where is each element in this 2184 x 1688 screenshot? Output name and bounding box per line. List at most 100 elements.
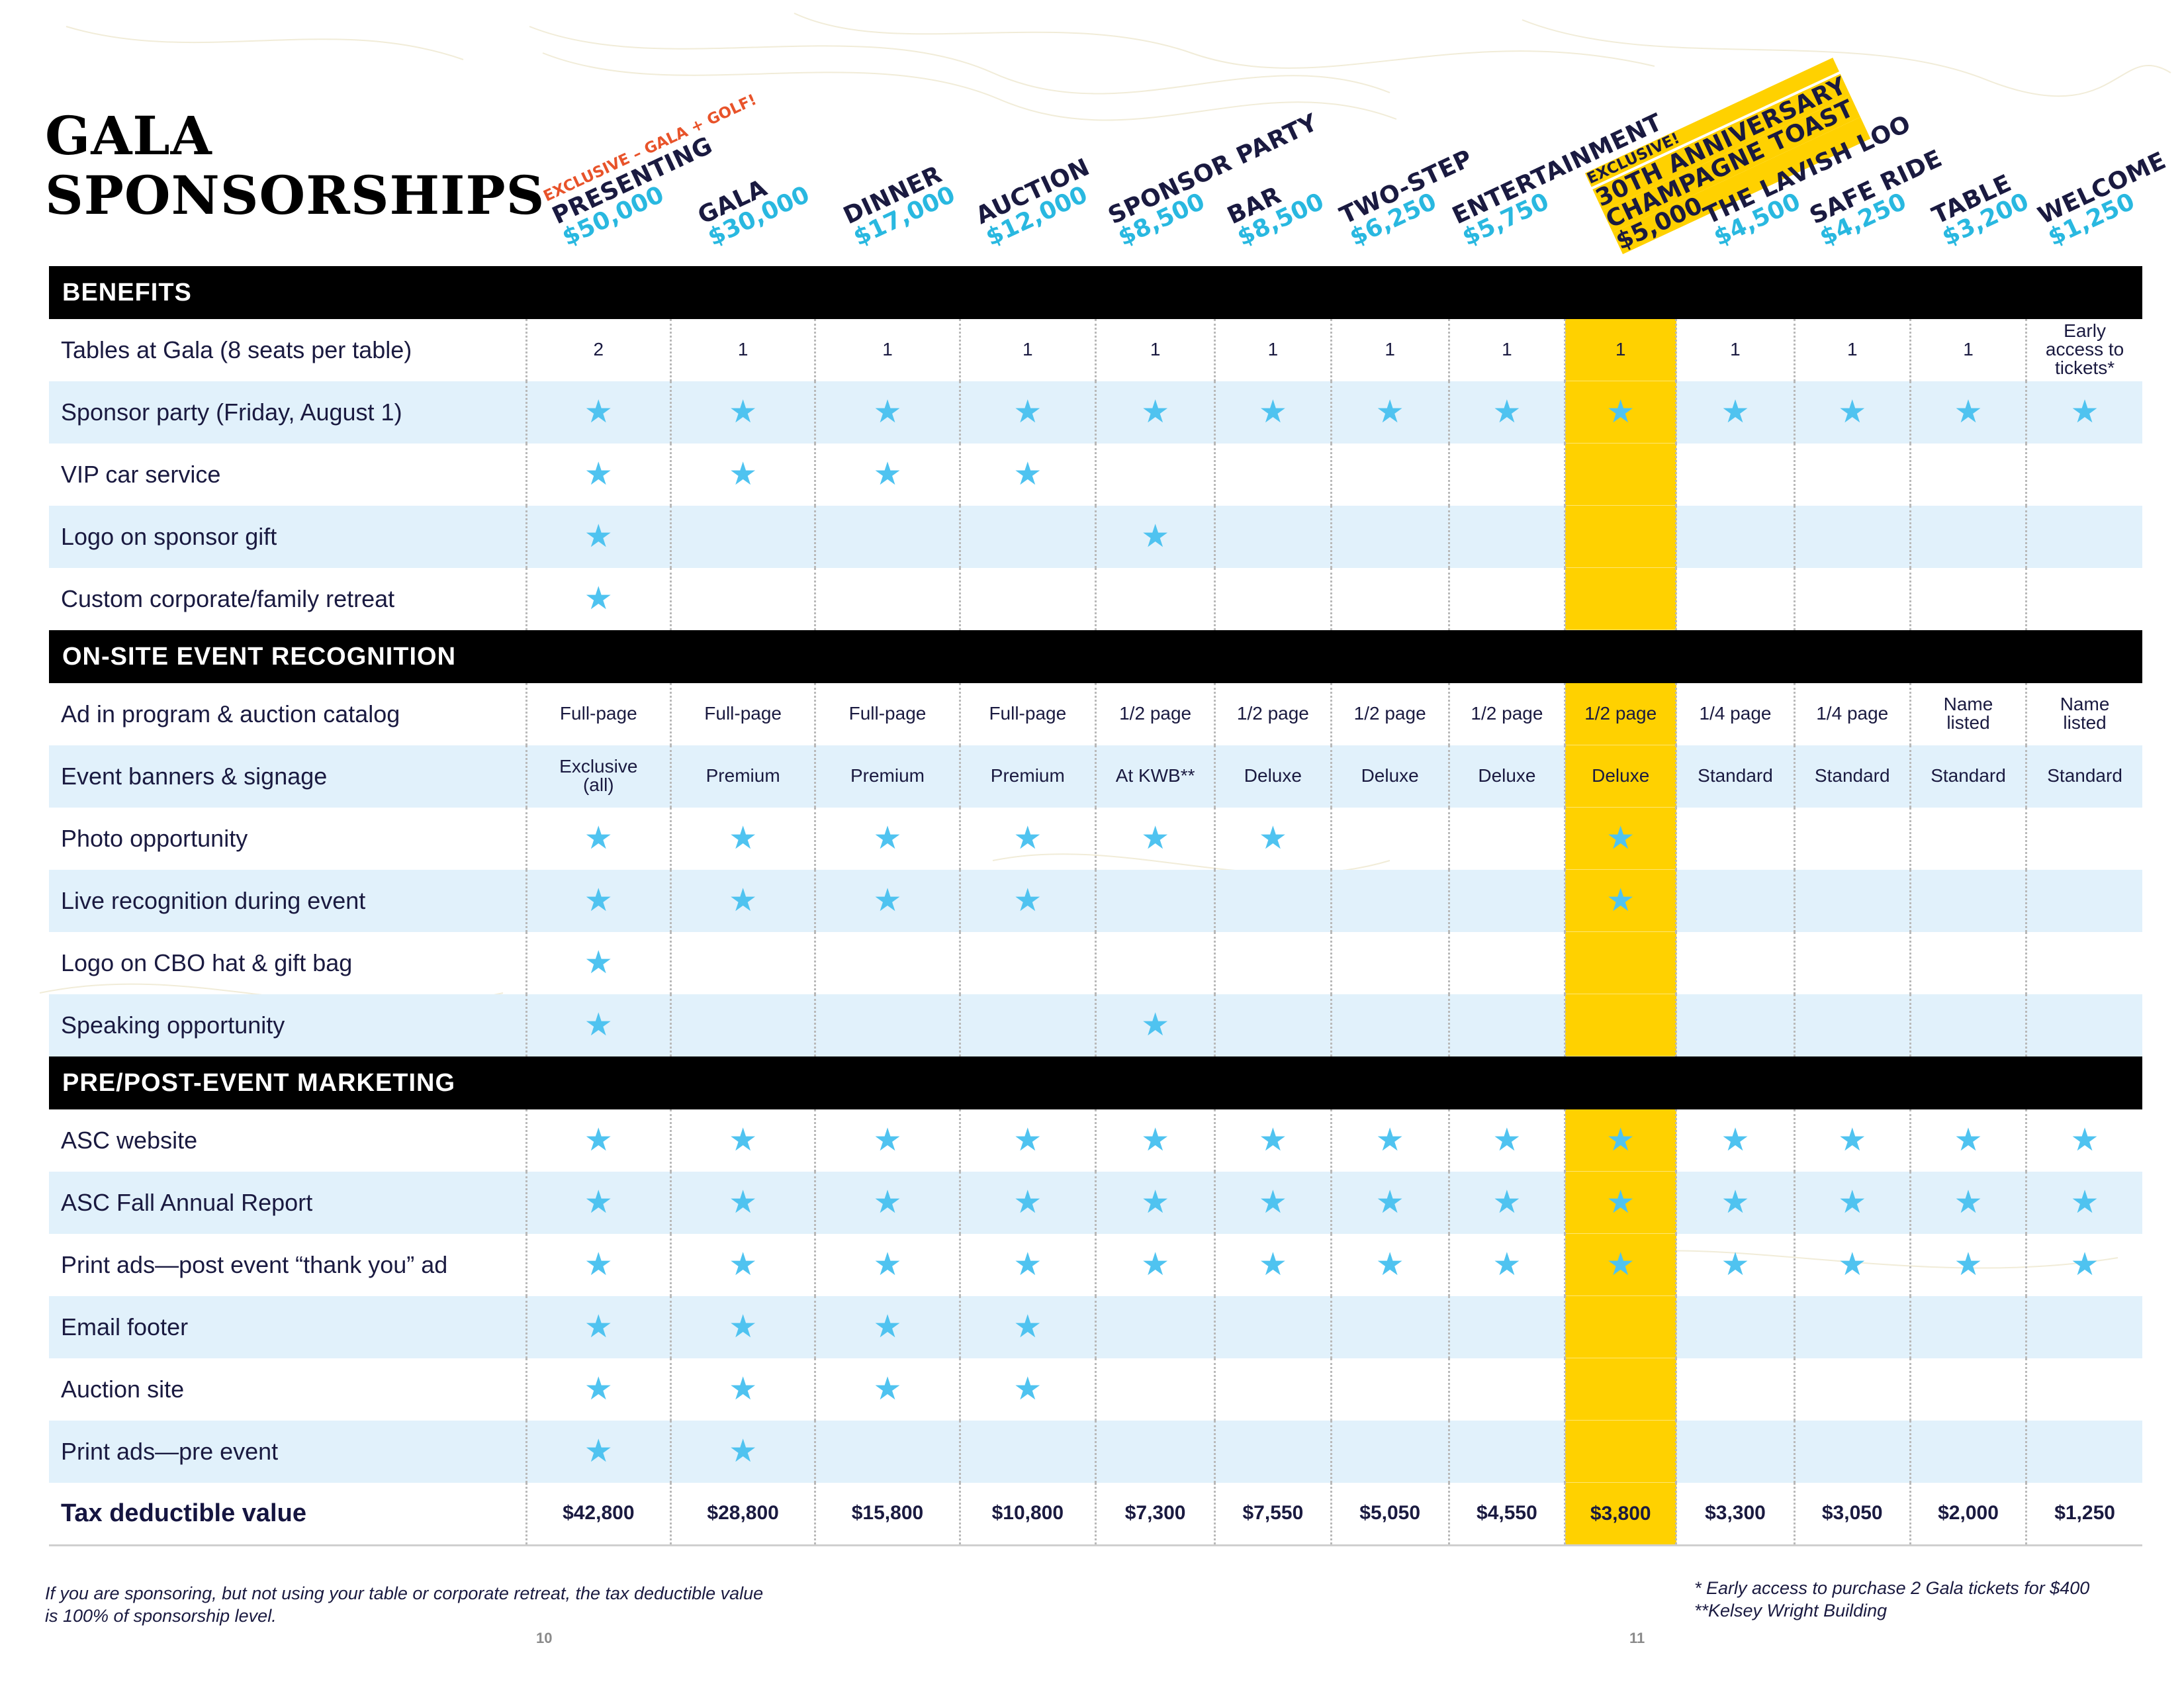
tax-value: $5,050 — [1330, 1482, 1449, 1546]
cell-text: Deluxe — [1244, 765, 1302, 786]
table-cell — [1675, 869, 1795, 932]
table-cell: ★ — [1564, 1109, 1676, 1172]
star-icon: ★ — [584, 1246, 613, 1282]
table-cell — [1564, 994, 1676, 1056]
star-icon: ★ — [1258, 1184, 1287, 1220]
tax-value: $1,250 — [2025, 1482, 2142, 1546]
table-cell: 1/4 page — [1675, 683, 1795, 745]
table-cell — [1909, 807, 2026, 870]
table-cell — [1909, 931, 2026, 994]
table-cell: ★ — [958, 1171, 1096, 1234]
table-row: Custom corporate/family retreat ★ — [49, 567, 2142, 630]
row-label: Custom corporate/family retreat — [61, 585, 395, 612]
table-cell — [669, 567, 815, 630]
star-icon: ★ — [1838, 1122, 1867, 1158]
star-icon: ★ — [729, 1309, 758, 1344]
table-cell: 1/2 page — [1214, 683, 1332, 745]
row-label: Live recognition during event — [49, 869, 527, 932]
cell-text: Full-page — [848, 703, 927, 724]
table-cell — [958, 931, 1096, 994]
table-cell: ★ — [669, 443, 815, 506]
table-cell: ★ — [1214, 1171, 1332, 1234]
row-label: Tables at Gala (8 seats per table) — [61, 336, 412, 363]
cell-text: 1 — [1730, 339, 1741, 360]
star-icon: ★ — [1721, 1184, 1750, 1220]
table-cell: ★ — [525, 1171, 671, 1234]
table-cell — [2025, 869, 2142, 932]
table-cell — [1214, 931, 1332, 994]
table-cell — [1909, 869, 2026, 932]
section-title: PRE/POST-EVENT MARKETING — [49, 1056, 2142, 1109]
cell-text: Deluxe — [1478, 765, 1536, 786]
table-row: Sponsor party (Friday, August 1) ★ ★ ★ ★ ★ ★ ★ ★… — [49, 381, 2142, 444]
tax-value: $15,800 — [814, 1482, 960, 1546]
table-cell: Name listed — [1909, 683, 2026, 745]
table-cell: ★ — [1447, 381, 1565, 444]
table-cell: 1/2 page — [1564, 683, 1676, 745]
star-icon: ★ — [873, 1122, 902, 1158]
star-icon: ★ — [2070, 1122, 2099, 1158]
table-cell: ★ — [1447, 1171, 1565, 1234]
star-icon: ★ — [1258, 820, 1287, 856]
table-row: VIP car service ★ ★ ★ ★ — [49, 443, 2142, 506]
table-cell: Full-page — [669, 683, 815, 745]
table-cell: Full-page — [958, 683, 1096, 745]
table-cell: ★ — [525, 1233, 671, 1296]
table-cell — [1214, 869, 1332, 932]
table-cell: Premium — [814, 745, 960, 808]
star-icon: ★ — [1258, 394, 1287, 430]
table-cell: ★ — [525, 807, 671, 870]
table-cell: ★ — [1447, 1109, 1565, 1172]
table-cell — [1909, 1420, 2026, 1483]
table-cell: ★ — [525, 505, 671, 568]
table-cell — [958, 567, 1096, 630]
star-icon: ★ — [1258, 1246, 1287, 1282]
table-cell — [958, 505, 1096, 568]
table-cell: 1 — [1564, 319, 1676, 381]
tax-value: $2,000 — [1909, 1482, 2026, 1546]
table-cell: ★ — [525, 931, 671, 994]
table-cell — [958, 1420, 1096, 1483]
table-cell — [1330, 443, 1449, 506]
table-cell: 1 — [1675, 319, 1795, 381]
star-icon: ★ — [584, 1122, 613, 1158]
star-icon: ★ — [1141, 1184, 1170, 1220]
table-cell: Deluxe — [1447, 745, 1565, 808]
table-cell: ★ — [669, 1358, 815, 1421]
star-icon: ★ — [1954, 1122, 1983, 1158]
star-icon: ★ — [1013, 882, 1042, 918]
cell-text: Full-page — [559, 703, 637, 724]
star-icon: ★ — [1606, 882, 1635, 918]
cell-text: Standard — [1931, 765, 2006, 786]
table-cell — [2025, 931, 2142, 994]
cell-text: Standard — [1814, 765, 1890, 786]
table-cell: ★ — [669, 869, 815, 932]
tax-value: $3,800 — [1564, 1482, 1676, 1546]
table-cell — [1094, 1358, 1215, 1421]
tax-value: $7,550 — [1214, 1482, 1332, 1546]
star-icon: ★ — [1606, 1246, 1635, 1282]
table-cell: ★ — [1909, 1109, 2026, 1172]
row-label: ASC website — [61, 1126, 198, 1154]
table-cell — [1909, 443, 2026, 506]
cell-text: Premium — [705, 765, 780, 786]
table-cell — [2025, 994, 2142, 1056]
table-cell — [2025, 505, 2142, 568]
table-cell — [1330, 807, 1449, 870]
star-icon: ★ — [1375, 394, 1404, 430]
table-cell: ★ — [1564, 807, 1676, 870]
table-row: Photo opportunity ★ ★ ★ ★ ★ ★ ★ — [49, 807, 2142, 870]
table-cell — [1793, 869, 1911, 932]
table-cell — [1675, 807, 1795, 870]
star-icon: ★ — [1013, 394, 1042, 430]
table-cell: ★ — [1214, 381, 1332, 444]
section-header-row: PRE/POST-EVENT MARKETING — [49, 1056, 2142, 1109]
tax-value: $42,800 — [525, 1482, 671, 1546]
footnote-line: If you are sponsoring, but not using you… — [45, 1583, 764, 1603]
table-cell — [2025, 807, 2142, 870]
table-row: Event banners & signage Exclusive (all) Pr… — [49, 745, 2142, 808]
table-cell — [1447, 443, 1565, 506]
star-icon: ★ — [1492, 394, 1522, 430]
table-cell — [1094, 443, 1215, 506]
table-cell: ★ — [1094, 994, 1215, 1056]
